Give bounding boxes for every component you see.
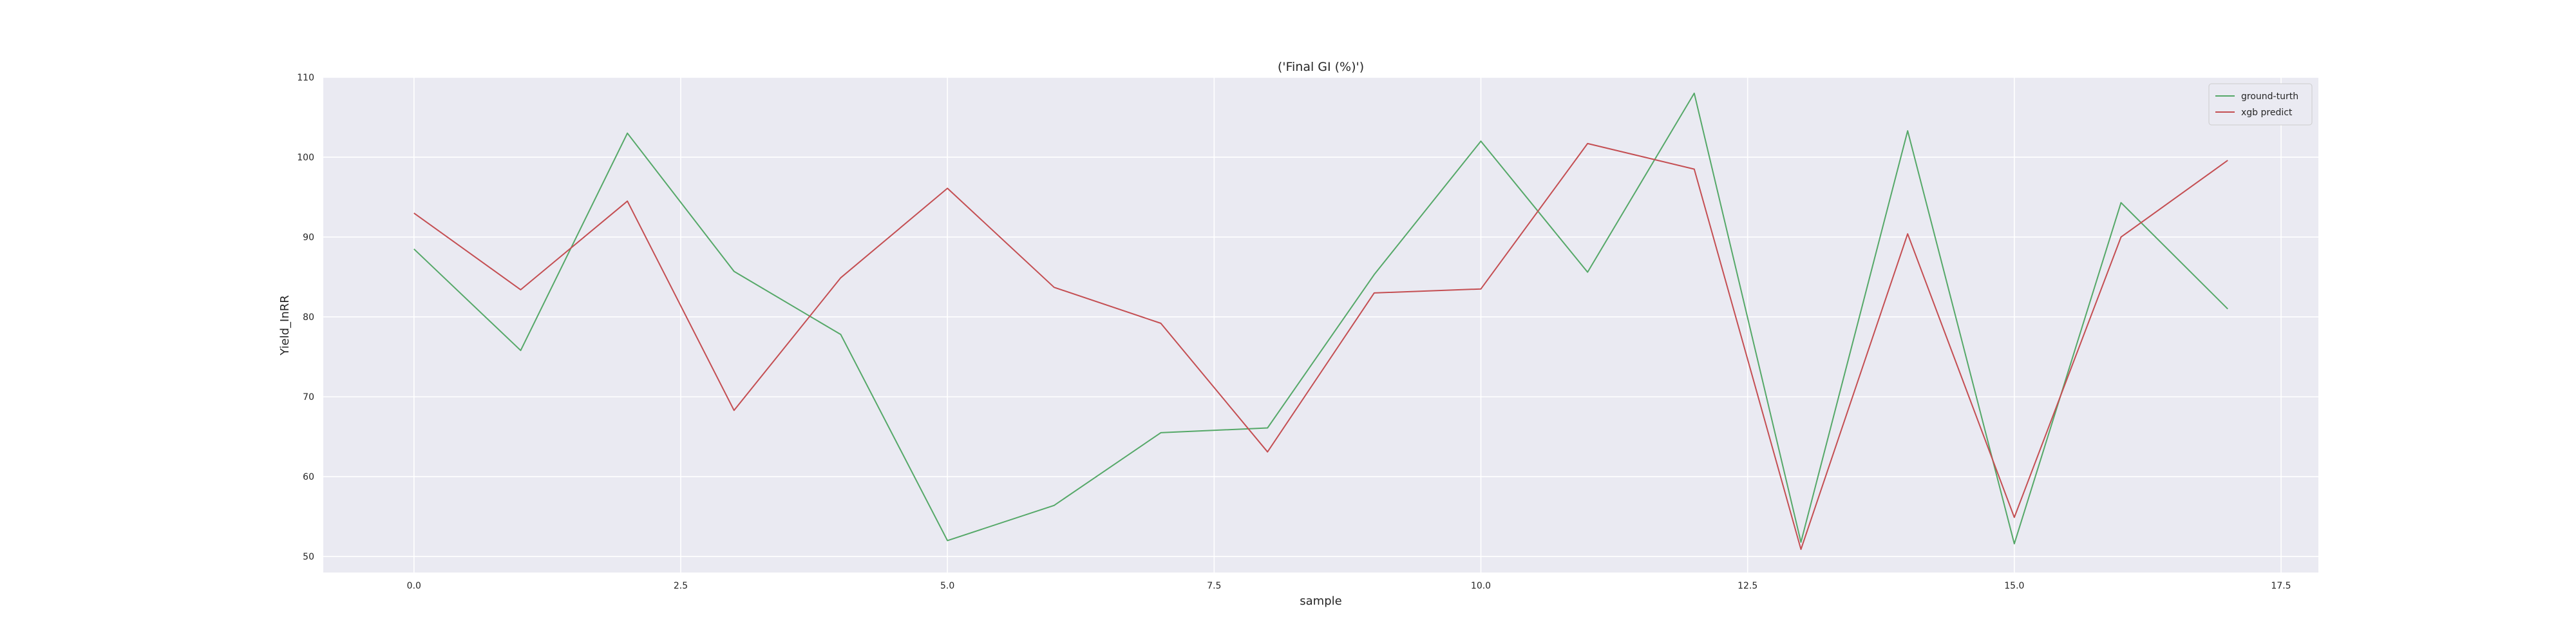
y-tick-label: 100 (297, 153, 314, 163)
legend-label: xgb predict (2241, 108, 2293, 118)
y-tick-label: 60 (303, 472, 314, 482)
plot-background (323, 77, 2318, 573)
legend-label: ground-turth (2241, 91, 2298, 102)
x-tick-label: 5.0 (940, 581, 954, 591)
x-tick-label: 2.5 (674, 581, 688, 591)
series-line-ground-turth (413, 92, 2228, 545)
legend-box (2208, 83, 2313, 126)
x-tick-label: 17.5 (2271, 581, 2291, 591)
y-tick-label: 90 (303, 232, 314, 243)
y-axis-label: Yield_InRR (278, 295, 292, 356)
y-tick-label: 50 (303, 552, 314, 562)
y-tick-label: 110 (297, 73, 314, 83)
y-tick-label: 80 (303, 312, 314, 323)
x-axis-ticks: 0.0 2.5 5.0 7.5 10.0 12.5 15.0 17.5 (407, 581, 2291, 591)
series-lines (413, 92, 2228, 550)
y-axis-ticks: 50 60 70 80 90 100 110 (297, 73, 314, 562)
grid (323, 77, 2318, 573)
legend: ground-turth xgb predict (2208, 83, 2313, 126)
x-tick-label: 15.0 (2004, 581, 2024, 591)
series-line-xgb-predict (413, 142, 2228, 550)
x-tick-label: 7.5 (1207, 581, 1221, 591)
x-tick-label: 12.5 (1738, 581, 1757, 591)
chart-title: ('Final GI (%)') (1278, 60, 1364, 74)
y-tick-label: 70 (303, 392, 314, 402)
x-axis-label: sample (1300, 594, 1341, 608)
x-tick-label: 0.0 (407, 581, 421, 591)
x-tick-label: 10.0 (1471, 581, 1491, 591)
